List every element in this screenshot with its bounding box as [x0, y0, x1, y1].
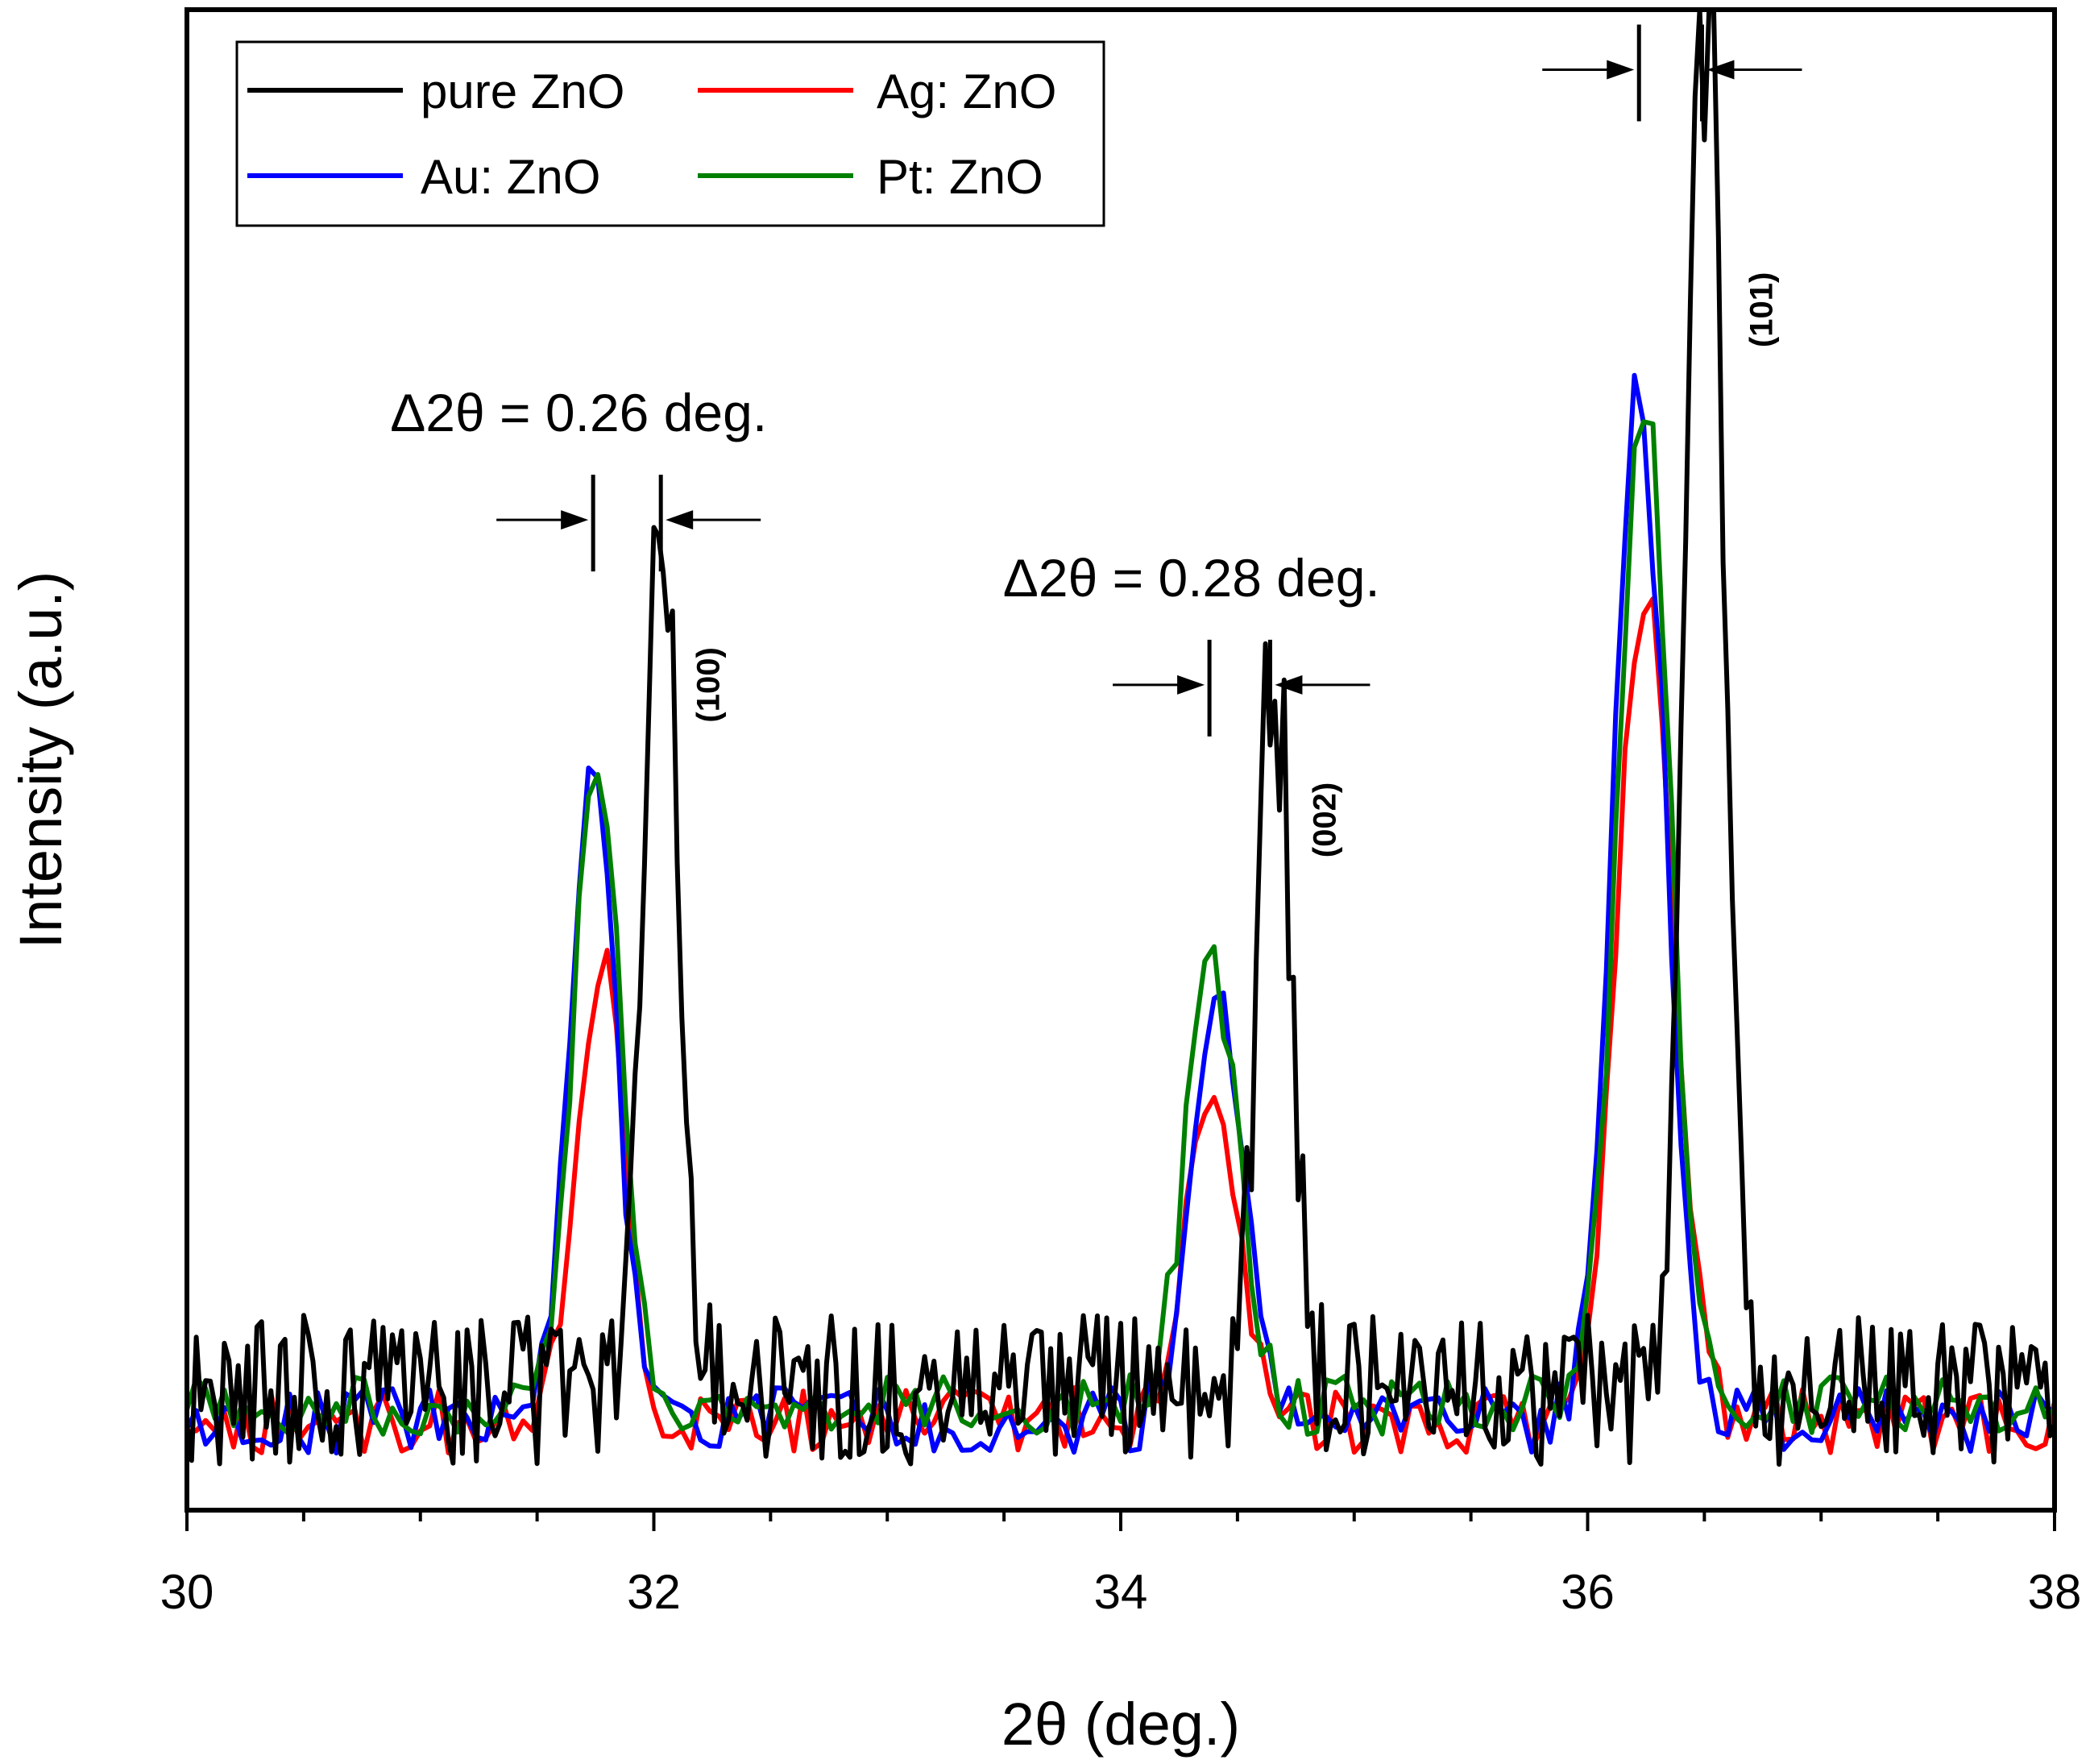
- x-tick-label: 36: [1561, 1565, 1615, 1619]
- x-axis: 30 32 34 36 38: [160, 1510, 2082, 1619]
- arrowhead-icon: [1177, 674, 1205, 695]
- legend-label-pt-zno: Pt: ZnO: [877, 150, 1043, 204]
- series-line-au-zno: [185, 372, 2056, 1456]
- legend-label-pure-zno: pure ZnO: [421, 64, 624, 118]
- peak-index-label: (101): [1744, 272, 1779, 347]
- series-line-pt-zno: [185, 419, 2056, 1438]
- legend-label-au-zno: Au: ZnO: [421, 150, 600, 204]
- series-line-pure-zno: [185, 7, 2057, 1467]
- shift-annotation-label: Δ2θ = 0.26 deg.: [390, 383, 767, 442]
- legend: pure ZnO Ag: ZnO Au: ZnO Pt: ZnO: [235, 40, 1105, 227]
- series-layer: [185, 7, 2057, 1467]
- arrowhead-icon: [666, 510, 694, 530]
- x-tick-label: 38: [2028, 1565, 2082, 1619]
- legend-box: [235, 40, 1105, 227]
- x-tick-label: 30: [160, 1565, 214, 1619]
- arrowhead-icon: [1607, 60, 1635, 80]
- x-tick-label: 32: [627, 1565, 681, 1619]
- peak-index-label: (002): [1308, 782, 1343, 857]
- arrowhead-icon: [1706, 60, 1735, 80]
- shift-annotation: Δ2θ = 0.28 deg.: [1003, 548, 1380, 737]
- shift-annotation-label: Δ2θ = 0.28 deg.: [1003, 548, 1380, 608]
- legend-label-ag-zno: Ag: ZnO: [877, 64, 1056, 118]
- annotation-layer: Δ2θ = 0.26 deg. Δ2θ = 0.28 deg. Δ2θ = 0.25…: [390, 24, 1802, 857]
- peak-index-label: (100): [691, 647, 727, 722]
- shift-annotation: Δ2θ = 0.26 deg.: [390, 383, 767, 572]
- x-tick-label: 34: [1094, 1565, 1148, 1619]
- shift-annotation: Δ2θ = 0.25 deg.: [1542, 24, 1802, 122]
- arrowhead-icon: [1275, 674, 1303, 695]
- y-axis-title: Intensity (a.u.): [7, 571, 74, 949]
- arrowhead-icon: [561, 510, 589, 530]
- x-axis-title: 2θ (deg.): [1001, 1691, 1240, 1758]
